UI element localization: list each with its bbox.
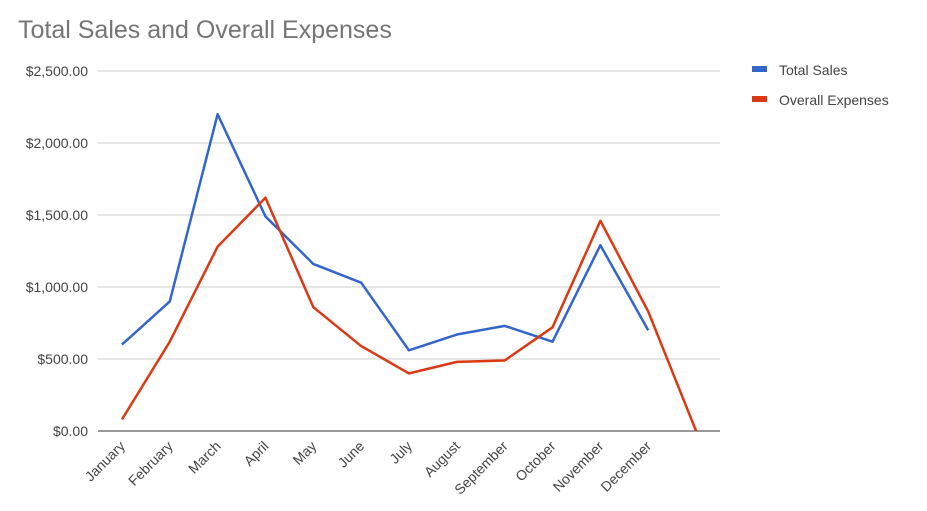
y-tick-label: $2,500.00 bbox=[26, 63, 88, 79]
x-tick-label: October bbox=[512, 438, 559, 485]
x-tick-label: May bbox=[289, 438, 319, 468]
y-tick-label: $2,000.00 bbox=[26, 135, 88, 151]
series-line bbox=[120, 196, 698, 432]
chart-title: Total Sales and Overall Expenses bbox=[18, 16, 392, 44]
x-tick-label: August bbox=[421, 438, 463, 480]
x-tick-label: July bbox=[386, 438, 415, 467]
x-tick-label: March bbox=[185, 438, 224, 477]
x-tick-label: April bbox=[240, 438, 271, 469]
x-tick-label: December bbox=[597, 438, 654, 495]
y-tick-label: $500.00 bbox=[37, 351, 88, 367]
legend-label: Overall Expenses bbox=[779, 92, 889, 108]
y-tick-label: $0.00 bbox=[53, 423, 88, 439]
x-tick-label: February bbox=[125, 438, 176, 489]
legend-swatch bbox=[752, 96, 767, 102]
x-tick-label: November bbox=[550, 438, 607, 495]
series-line bbox=[121, 112, 650, 352]
x-tick-label: January bbox=[82, 438, 129, 485]
y-tick-label: $1,000.00 bbox=[26, 279, 88, 295]
legend-swatch bbox=[752, 66, 767, 72]
legend-label: Total Sales bbox=[779, 62, 847, 78]
x-tick-label: June bbox=[334, 438, 367, 471]
y-tick-label: $1,500.00 bbox=[26, 207, 88, 223]
